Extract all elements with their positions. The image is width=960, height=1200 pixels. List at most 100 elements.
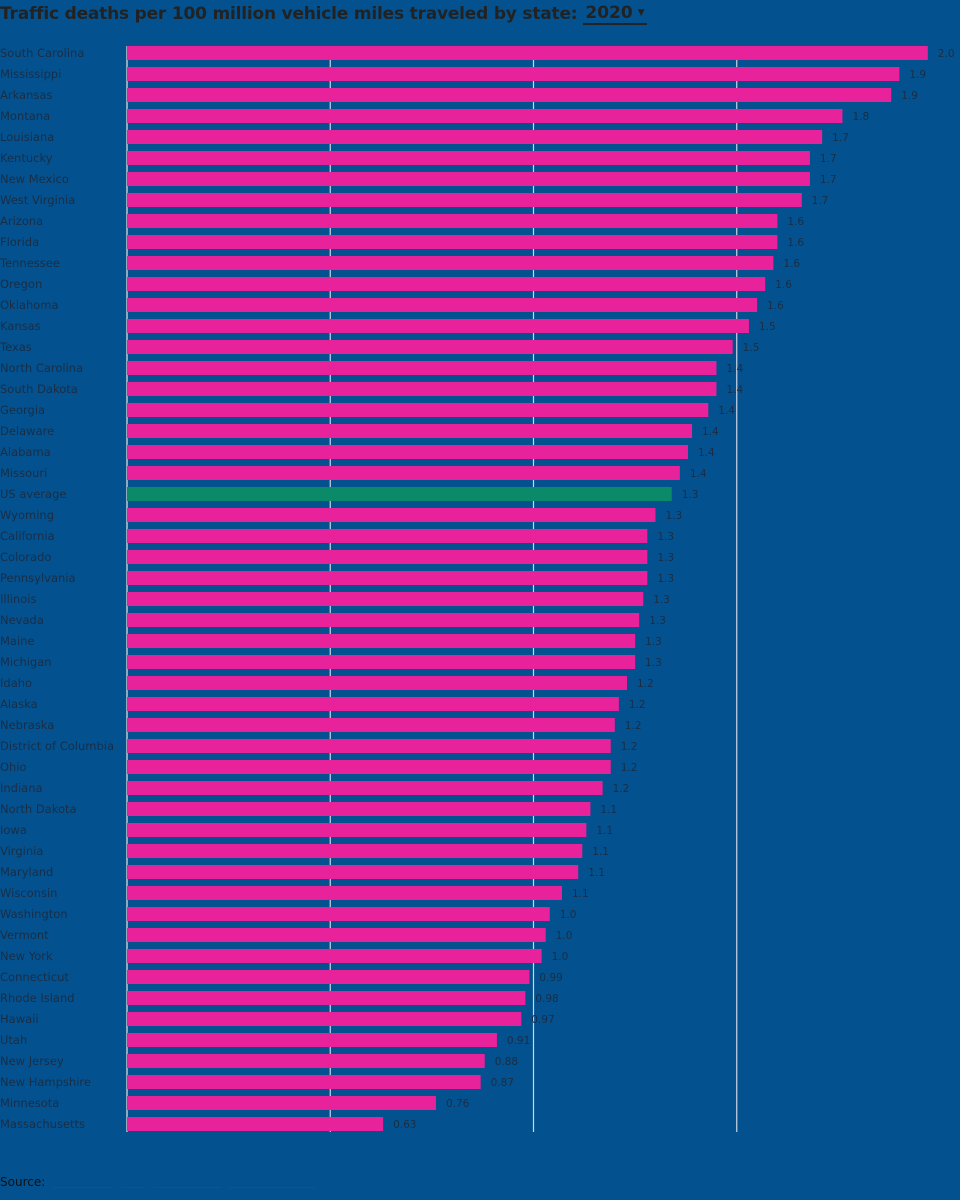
data-label: 0.63 xyxy=(393,1119,416,1131)
data-label: 1.2 xyxy=(629,699,646,711)
category-label: Iowa xyxy=(0,823,27,837)
category-label: Indiana xyxy=(0,781,43,795)
data-label: 1.3 xyxy=(649,615,666,627)
source-link[interactable] xyxy=(120,1178,145,1188)
bar xyxy=(127,46,928,60)
data-label: 1.2 xyxy=(621,741,638,753)
data-label: 1.1 xyxy=(600,804,617,816)
source-link[interactable] xyxy=(152,1178,221,1188)
bar xyxy=(127,907,550,921)
category-label: Missouri xyxy=(0,466,47,480)
data-label: 1.6 xyxy=(783,258,800,270)
data-label: 0.76 xyxy=(446,1098,470,1110)
data-label: 0.88 xyxy=(495,1056,518,1068)
category-label: Louisiana xyxy=(0,130,54,144)
category-label: Nebraska xyxy=(0,718,54,732)
chevron-down-icon: ▼ xyxy=(637,8,645,18)
bar xyxy=(127,277,766,291)
bar xyxy=(127,214,778,228)
bar xyxy=(127,1033,497,1047)
data-label: 1.4 xyxy=(698,447,715,459)
bar xyxy=(127,571,648,585)
category-label: South Carolina xyxy=(0,46,84,60)
data-label: 1.4 xyxy=(726,384,743,396)
bar xyxy=(127,1117,384,1131)
bar xyxy=(127,88,892,102)
data-label: 1.7 xyxy=(832,132,849,144)
bar xyxy=(127,382,717,396)
data-label: 1.1 xyxy=(592,846,609,858)
category-label: Arizona xyxy=(0,214,43,228)
bar xyxy=(127,172,810,186)
bar xyxy=(127,1054,485,1068)
category-label: Idaho xyxy=(0,676,32,690)
data-label: 1.3 xyxy=(657,552,674,564)
bar xyxy=(127,781,603,795)
category-label: Colorado xyxy=(0,550,51,564)
bar xyxy=(127,739,611,753)
category-label: Arkansas xyxy=(0,88,52,102)
bar xyxy=(127,991,526,1005)
bar-chart: South Carolina 2.0 Mississippi 1.9 Arkansas 1… xyxy=(0,46,955,1132)
data-label: 2.0 xyxy=(938,48,955,60)
bar xyxy=(127,718,615,732)
data-label: 1.6 xyxy=(775,279,792,291)
data-label: 1.9 xyxy=(901,90,918,102)
bar xyxy=(127,1012,522,1026)
chart-title-row: Traffic deaths per 100 million vehicle m… xyxy=(0,2,647,26)
category-label: US average xyxy=(0,487,66,501)
category-label: Rhode Island xyxy=(0,991,75,1005)
category-label: California xyxy=(0,529,55,543)
data-label: 1.3 xyxy=(665,510,682,522)
category-label: Alaska xyxy=(0,697,38,711)
bar xyxy=(127,403,709,417)
category-label: Massachusetts xyxy=(0,1117,85,1131)
bar xyxy=(127,529,648,543)
category-label: Michigan xyxy=(0,655,52,669)
bar xyxy=(127,613,640,627)
category-label: Kansas xyxy=(0,319,41,333)
category-label: Minnesota xyxy=(0,1096,59,1110)
category-label: Utah xyxy=(0,1033,27,1047)
bar xyxy=(127,676,627,690)
data-label: 1.1 xyxy=(596,825,613,837)
bar xyxy=(127,949,542,963)
bar xyxy=(127,445,688,459)
data-label: 1.4 xyxy=(718,405,735,417)
category-label: Maine xyxy=(0,634,35,648)
data-label: 1.8 xyxy=(852,111,869,123)
year-dropdown-value: 2020 xyxy=(585,3,633,23)
highlight-bar xyxy=(127,487,672,501)
bar xyxy=(127,151,810,165)
bar xyxy=(127,823,587,837)
category-label: Florida xyxy=(0,235,39,249)
category-label: Kentucky xyxy=(0,151,53,165)
data-label: 1.1 xyxy=(588,867,605,879)
data-label: 0.98 xyxy=(535,993,558,1005)
source-link[interactable] xyxy=(53,1178,114,1188)
category-label: Maryland xyxy=(0,865,53,879)
category-label: Oregon xyxy=(0,277,42,291)
category-label: Pennsylvania xyxy=(0,571,76,585)
bar xyxy=(127,235,778,249)
data-label: 1.2 xyxy=(613,783,630,795)
data-label: 1.2 xyxy=(621,762,638,774)
category-label: New York xyxy=(0,949,53,963)
bar xyxy=(127,298,758,312)
data-label: 1.1 xyxy=(572,888,589,900)
year-dropdown[interactable]: 2020 ▼ xyxy=(583,3,647,25)
category-label: Texas xyxy=(0,340,32,354)
data-label: 1.3 xyxy=(645,636,662,648)
source-link[interactable] xyxy=(228,1178,315,1188)
category-label: New Hampshire xyxy=(0,1075,91,1089)
data-label: 1.0 xyxy=(560,909,577,921)
source-row: Source: xyxy=(0,1175,315,1189)
category-label: Alabama xyxy=(0,445,51,459)
data-label: 1.5 xyxy=(743,342,760,354)
category-label: Vermont xyxy=(0,928,49,942)
data-label: 1.5 xyxy=(759,321,776,333)
category-label: North Carolina xyxy=(0,361,83,375)
bar xyxy=(127,67,900,81)
category-label: Washington xyxy=(0,907,68,921)
category-label: Virginia xyxy=(0,844,43,858)
